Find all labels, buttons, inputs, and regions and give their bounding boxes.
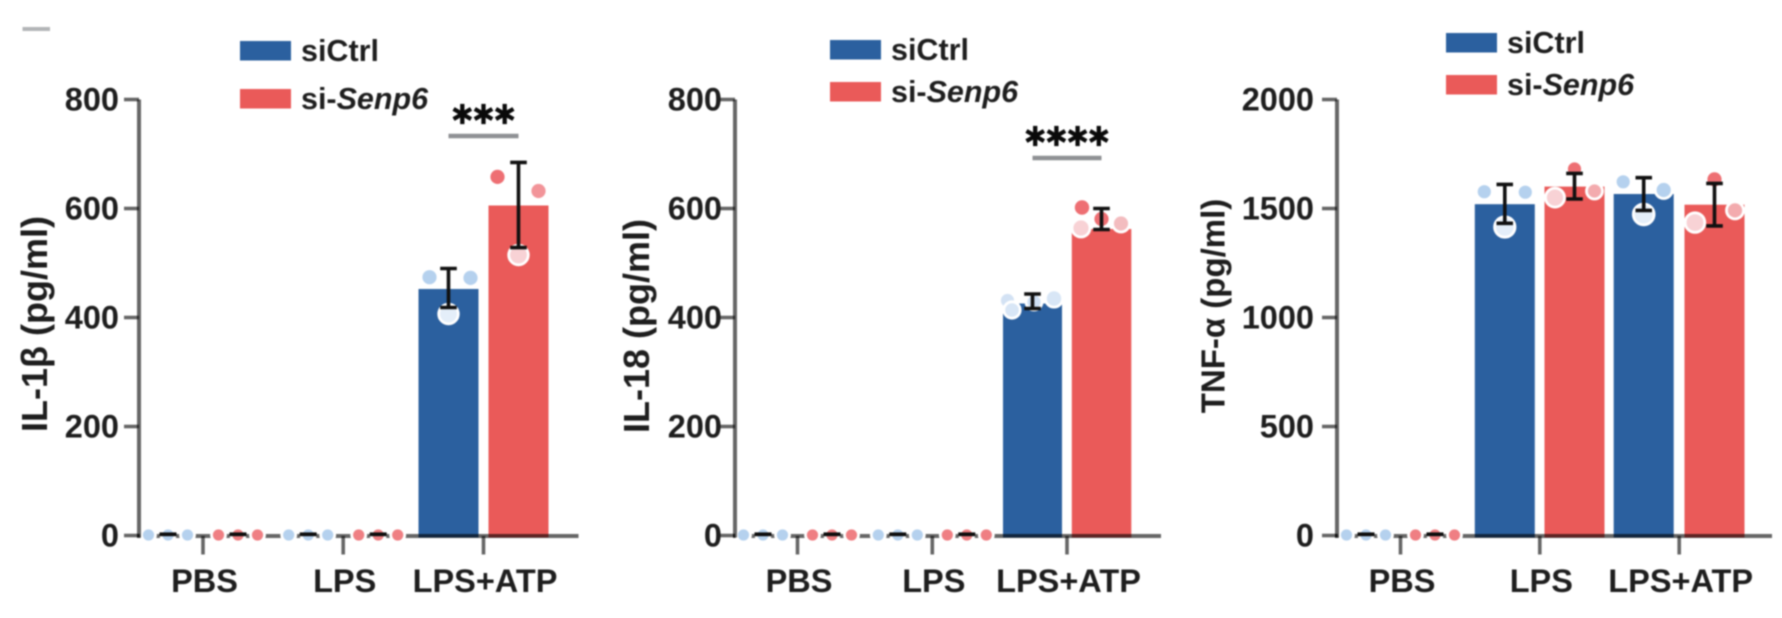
svg-text:TNF-α (pg/ml): TNF-α (pg/ml) <box>1194 199 1231 414</box>
svg-text:IL-1β (pg/ml): IL-1β (pg/ml) <box>14 216 55 432</box>
svg-text:PBS: PBS <box>171 563 238 599</box>
svg-text:1000: 1000 <box>1242 300 1314 336</box>
svg-text:400: 400 <box>65 300 119 336</box>
svg-text:1500: 1500 <box>1242 191 1314 227</box>
svg-text:IL-18 (pg/ml): IL-18 (pg/ml) <box>616 219 657 433</box>
svg-text:LPS+ATP: LPS+ATP <box>1608 563 1753 599</box>
svg-text:LPS: LPS <box>1510 563 1573 599</box>
svg-text:400: 400 <box>668 300 722 336</box>
svg-text:800: 800 <box>668 82 722 118</box>
svg-text:si-Senp6: si-Senp6 <box>891 75 1019 109</box>
svg-text:PBS: PBS <box>1369 563 1436 599</box>
svg-text:si-Senp6: si-Senp6 <box>301 82 429 116</box>
svg-text:600: 600 <box>668 191 722 227</box>
svg-text:600: 600 <box>65 191 119 227</box>
svg-text:si-Senp6: si-Senp6 <box>1507 68 1635 102</box>
svg-text:siCtrl: siCtrl <box>891 33 969 67</box>
svg-text:PBS: PBS <box>766 563 833 599</box>
svg-text:800: 800 <box>65 82 119 118</box>
svg-text:200: 200 <box>668 409 722 445</box>
svg-text:siCtrl: siCtrl <box>1507 26 1585 60</box>
svg-text:200: 200 <box>65 409 119 445</box>
svg-text:0: 0 <box>704 518 722 554</box>
svg-text:0: 0 <box>1296 518 1314 554</box>
svg-text:500: 500 <box>1260 409 1314 445</box>
svg-text:LPS+ATP: LPS+ATP <box>413 563 558 599</box>
svg-text:2000: 2000 <box>1242 82 1314 118</box>
svg-text:LPS: LPS <box>313 563 376 599</box>
svg-text:0: 0 <box>101 518 119 554</box>
svg-text:LPS: LPS <box>902 563 965 599</box>
svg-text:LPS+ATP: LPS+ATP <box>996 563 1141 599</box>
svg-text:siCtrl: siCtrl <box>301 34 379 68</box>
